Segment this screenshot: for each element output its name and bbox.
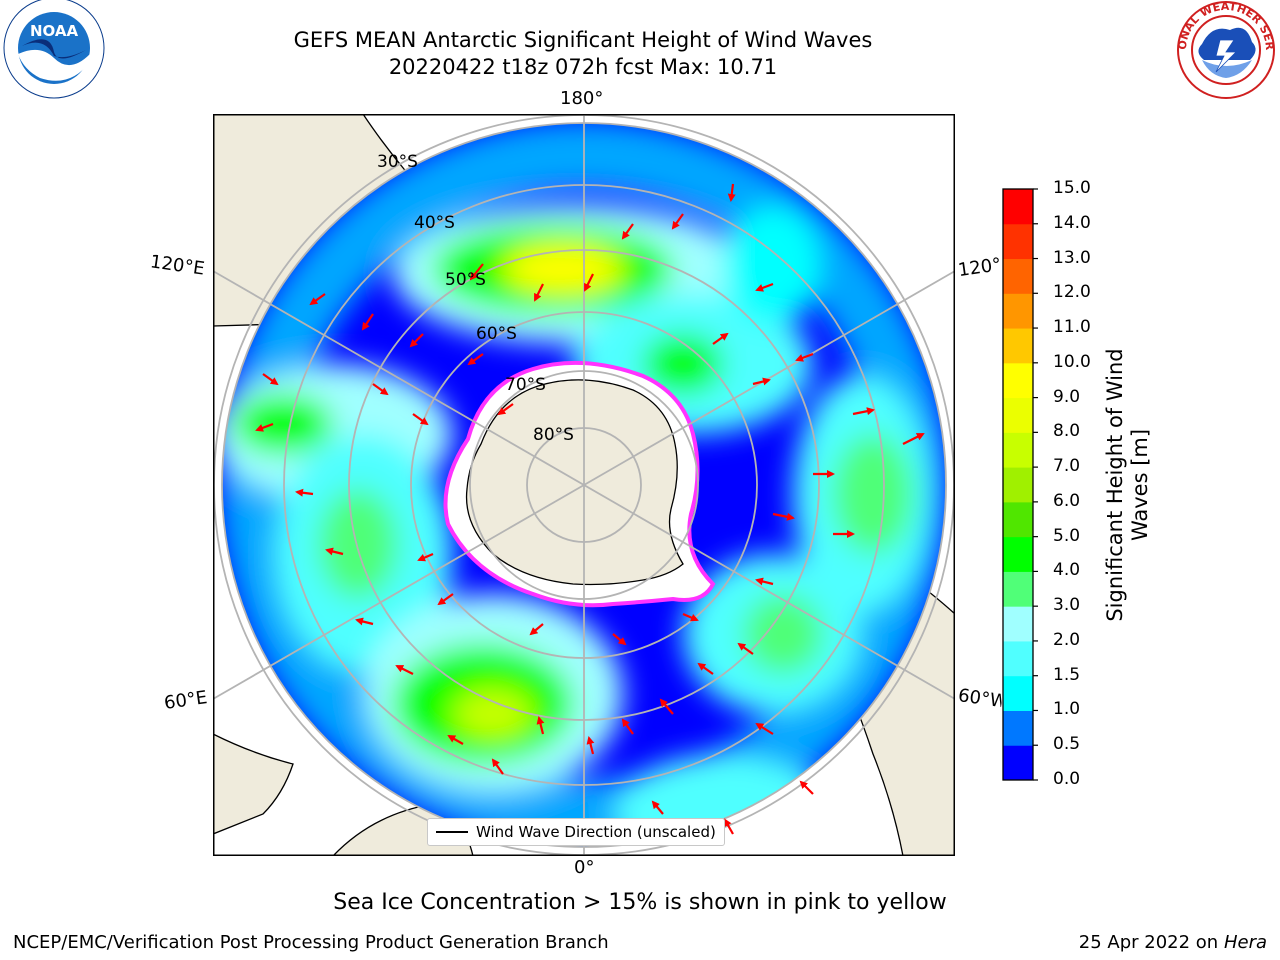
lat-label-40s: 40°S [414, 213, 455, 233]
colorbar-band [1003, 501, 1033, 538]
footer-host: Hera [1223, 932, 1267, 953]
colorbar-tick-label: 1.0 [1053, 699, 1081, 720]
colorbar-tick-label: 1.5 [1053, 664, 1081, 685]
colorbar-label: Significant Height of Wind Waves [m] [1103, 348, 1152, 622]
footer-left: NCEP/EMC/Verification Post Processing Pr… [13, 932, 609, 953]
footer-right: 25 Apr 2022 on Hera [1078, 932, 1267, 953]
polar-map [213, 114, 955, 856]
colorbar-band [1003, 223, 1033, 260]
colorbar-tick-label: 6.0 [1053, 490, 1081, 511]
colorbar-band [1003, 467, 1033, 503]
colorbar-tick-label: 4.0 [1053, 560, 1081, 581]
colorbar-tick-label: 14.0 [1053, 212, 1091, 233]
lon-label-60e: 60°E [162, 687, 209, 714]
lon-label-180: 180° [560, 88, 604, 109]
map-legend: Wind Wave Direction (unscaled) [427, 818, 725, 846]
colorbar-band [1003, 293, 1033, 329]
lat-label-30s: 30°S [377, 152, 418, 172]
title-line-1: GEFS MEAN Antarctic Significant Height o… [293, 28, 873, 52]
colorbar-band [1003, 189, 1033, 225]
colorbar-tick-label: 7.0 [1053, 456, 1081, 477]
colorbar-band [1003, 536, 1033, 572]
colorbar-tick-label: 10.0 [1053, 351, 1091, 372]
colorbar-tick-label: 0.5 [1053, 734, 1081, 755]
lon-label-120w: 120° [956, 254, 1003, 282]
antarctica [443, 360, 716, 608]
colorbar-tick-label: 8.0 [1053, 421, 1081, 442]
colorbar-band [1003, 258, 1033, 294]
colorbar-band [1003, 606, 1033, 642]
lat-label-60s: 60°S [476, 324, 517, 344]
colorbar-band [1003, 675, 1033, 711]
lon-label-120e: 120°E [148, 251, 206, 280]
colorbar-tick-label: 5.0 [1053, 525, 1081, 546]
colorbar-band [1003, 710, 1033, 746]
lon-label-60w: 60°W [956, 685, 1004, 712]
title-line-2: 20220422 t18z 072h fcst Max: 10.71 [388, 55, 778, 79]
colorbar-tick-label: 2.0 [1053, 629, 1081, 650]
colorbar-band [1003, 397, 1033, 433]
nws-logo: NATIONAL WEATHER SERVICE [1167, 0, 1280, 108]
colorbar-tick-label: 15.0 [1053, 178, 1091, 198]
lat-label-70s: 70°S [505, 375, 546, 395]
colorbar-tick-label: 9.0 [1053, 386, 1081, 407]
legend-label: Wind Wave Direction (unscaled) [476, 823, 716, 841]
lat-label-80s: 80°S [533, 425, 574, 445]
colorbar-tick-label: 3.0 [1053, 595, 1081, 616]
colorbar-tick-label: 11.0 [1053, 317, 1091, 338]
colorbar-band [1003, 432, 1033, 468]
legend-line-swatch [436, 831, 468, 833]
map-frame [213, 114, 955, 856]
lon-label-0: 0° [574, 857, 595, 878]
lat-label-50s: 50°S [445, 270, 486, 290]
colorbar-tick-label: 13.0 [1053, 247, 1091, 268]
colorbar-band [1003, 745, 1033, 781]
noaa-logo: NOAA [0, 0, 108, 108]
colorbar-tick-label: 0.0 [1053, 769, 1081, 789]
svg-text:NOAA: NOAA [30, 22, 79, 40]
colorbar-band [1003, 362, 1033, 399]
wind-wave-arrows [255, 183, 925, 835]
colorbar-band [1003, 328, 1033, 364]
sea-ice-note: Sea Ice Concentration > 15% is shown in … [333, 890, 947, 915]
colorbar-tick-label: 12.0 [1053, 282, 1091, 303]
colorbar-band [1003, 571, 1033, 607]
colorbar-band [1003, 640, 1033, 677]
colorbar [1002, 188, 1038, 781]
